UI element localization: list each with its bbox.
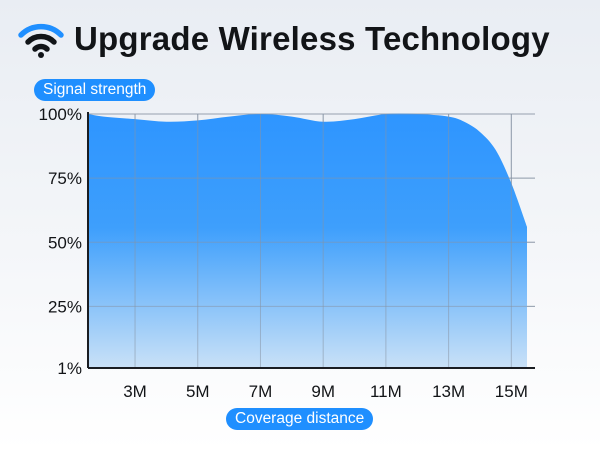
- x-tick-label: 13M: [432, 382, 465, 401]
- y-tick-label: 50%: [48, 233, 82, 252]
- signal-area: [88, 113, 527, 368]
- x-axis-label: Coverage distance: [226, 408, 374, 430]
- x-tick-label: 9M: [311, 382, 335, 401]
- x-tick-label: 5M: [186, 382, 210, 401]
- y-tick-label: 1%: [57, 359, 82, 378]
- x-tick-label: 11M: [370, 382, 402, 401]
- page-title: Upgrade Wireless Technology: [74, 20, 550, 57]
- wifi-icon: [18, 23, 64, 58]
- y-tick-label: 75%: [48, 169, 82, 188]
- header: Upgrade Wireless Technology: [18, 14, 550, 64]
- y-axis-label: Signal strength: [34, 79, 156, 101]
- x-tick-label: 15M: [495, 382, 528, 401]
- x-tick-label: 3M: [123, 382, 147, 401]
- y-tick-label: 100%: [39, 105, 82, 124]
- y-tick-label: 25%: [48, 297, 82, 316]
- x-tick-label: 7M: [249, 382, 273, 401]
